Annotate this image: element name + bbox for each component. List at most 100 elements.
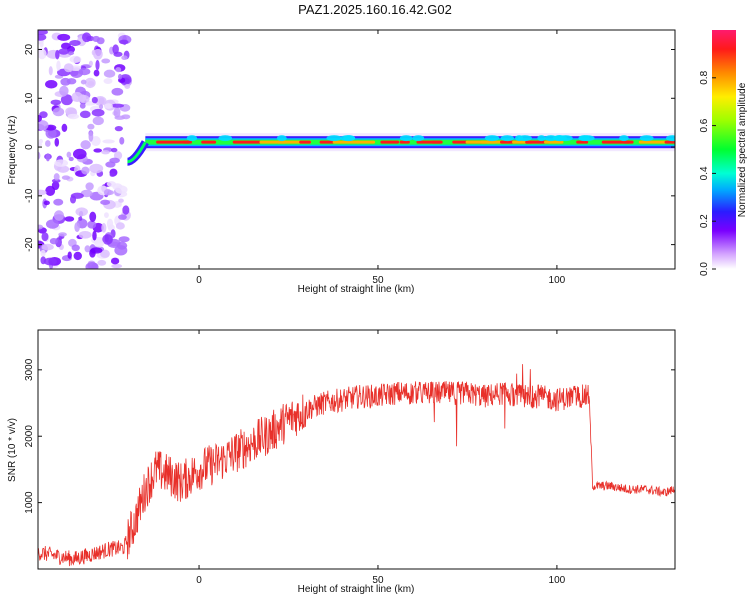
- noise-blob: [106, 181, 116, 187]
- y-tick-label: -10: [24, 188, 35, 203]
- colorbar-tick-label: 0.0: [699, 262, 710, 276]
- noise-blob: [74, 222, 80, 233]
- snr-frame: [37, 329, 676, 570]
- noise-blob: [111, 103, 125, 108]
- noise-blob: [85, 182, 94, 191]
- noise-blob: [63, 63, 74, 73]
- noise-blob: [45, 219, 60, 229]
- signal-bump: [619, 135, 629, 142]
- noise-blob: [121, 55, 128, 60]
- noise-blob: [115, 185, 128, 194]
- signal-bump: [666, 135, 675, 142]
- noise-blob: [101, 150, 110, 155]
- noise-blob: [69, 55, 82, 63]
- noise-blob: [60, 42, 72, 50]
- noise-blob: [38, 114, 42, 122]
- noise-blob: [114, 115, 126, 120]
- noise-blob: [94, 239, 105, 248]
- noise-blob: [87, 81, 95, 86]
- signal-bump: [186, 135, 198, 142]
- noise-blob: [111, 87, 124, 96]
- noise-blob: [45, 128, 57, 139]
- noise-blob: [106, 218, 114, 230]
- noise-blob: [100, 199, 111, 205]
- noise-blob: [52, 107, 65, 117]
- noise-blob: [70, 195, 77, 204]
- noise-blob: [103, 78, 113, 85]
- signal-bump: [340, 135, 356, 142]
- noise-blob: [103, 69, 116, 78]
- x-tick-label: 50: [372, 275, 384, 286]
- signal-peak: [380, 140, 400, 144]
- y-tick-label: 10: [24, 92, 35, 104]
- noise-blob: [38, 151, 41, 160]
- x-tick-label: 0: [196, 275, 202, 286]
- noise-blob: [40, 249, 46, 257]
- noise-blob: [66, 78, 77, 85]
- noise-blob: [104, 103, 113, 109]
- noise-blob: [95, 59, 100, 71]
- noise-blob: [71, 244, 80, 252]
- noise-blob: [101, 58, 111, 64]
- noise-blob: [78, 231, 92, 239]
- signal-peak: [576, 140, 589, 144]
- noise-blob: [103, 189, 112, 196]
- colorbar-gradient: [712, 30, 736, 269]
- noise-blob: [104, 212, 109, 218]
- signal-bump: [500, 135, 514, 142]
- noise-blob: [58, 232, 67, 237]
- noise-blob: [84, 245, 91, 253]
- noise-blob: [38, 33, 47, 41]
- noise-blob: [67, 113, 80, 120]
- noise-blob: [67, 251, 72, 259]
- noise-blob: [91, 263, 98, 269]
- noise-blob: [72, 148, 87, 160]
- noise-blob: [56, 60, 61, 71]
- noise-blob: [61, 175, 71, 180]
- noise-blob: [89, 248, 96, 258]
- y-tick-label: 3000: [24, 358, 35, 381]
- noise-blob: [115, 67, 122, 73]
- noise-blob: [92, 116, 104, 126]
- noise-blob: [89, 211, 97, 222]
- snr-panel: 0 50 100 1000 2000 3000 Height of straight l…: [7, 329, 676, 595]
- noise-blob: [119, 137, 125, 145]
- noise-blob: [60, 94, 73, 106]
- noise-blob: [51, 181, 60, 191]
- signal-onset-core: [127, 141, 147, 164]
- signal-peak: [399, 140, 410, 144]
- noise-blob: [73, 251, 82, 261]
- noise-blob: [38, 224, 44, 230]
- signal-bump: [218, 135, 233, 142]
- noise-blob: [89, 163, 104, 174]
- noise-blob: [49, 237, 58, 245]
- x-tick-label: 0: [196, 575, 202, 586]
- noise-blob: [53, 210, 65, 221]
- signal-bump: [558, 135, 573, 142]
- noise-blob: [110, 147, 118, 153]
- noise-blob: [38, 142, 43, 147]
- signal-peak: [232, 140, 261, 144]
- noise-blob: [79, 110, 91, 119]
- noise-blob: [110, 257, 120, 265]
- noise-blob: [118, 73, 123, 80]
- signal-bump: [326, 135, 342, 142]
- noise-blob: [78, 216, 83, 221]
- noise-blob: [109, 172, 116, 177]
- noise-blob: [75, 207, 88, 217]
- snr-ylabel: SNR (10 * v/v): [7, 418, 18, 482]
- noise-blob: [43, 257, 57, 266]
- signal-bump: [578, 135, 590, 142]
- noise-blob: [79, 102, 86, 109]
- signal-peak: [201, 140, 217, 144]
- noise-blob: [78, 68, 91, 76]
- y-tick-label: 20: [24, 44, 35, 56]
- colorbar-tick-label: 0.4: [699, 166, 710, 180]
- signal-band-inner: [145, 139, 675, 145]
- noise-blob: [45, 140, 51, 147]
- noise-blob: [38, 138, 43, 144]
- y-tick-label: 1000: [24, 491, 35, 514]
- noise-blob: [124, 83, 131, 90]
- noise-blob: [43, 200, 50, 206]
- colorbar-label: Normalized spectral amplitude: [737, 82, 748, 217]
